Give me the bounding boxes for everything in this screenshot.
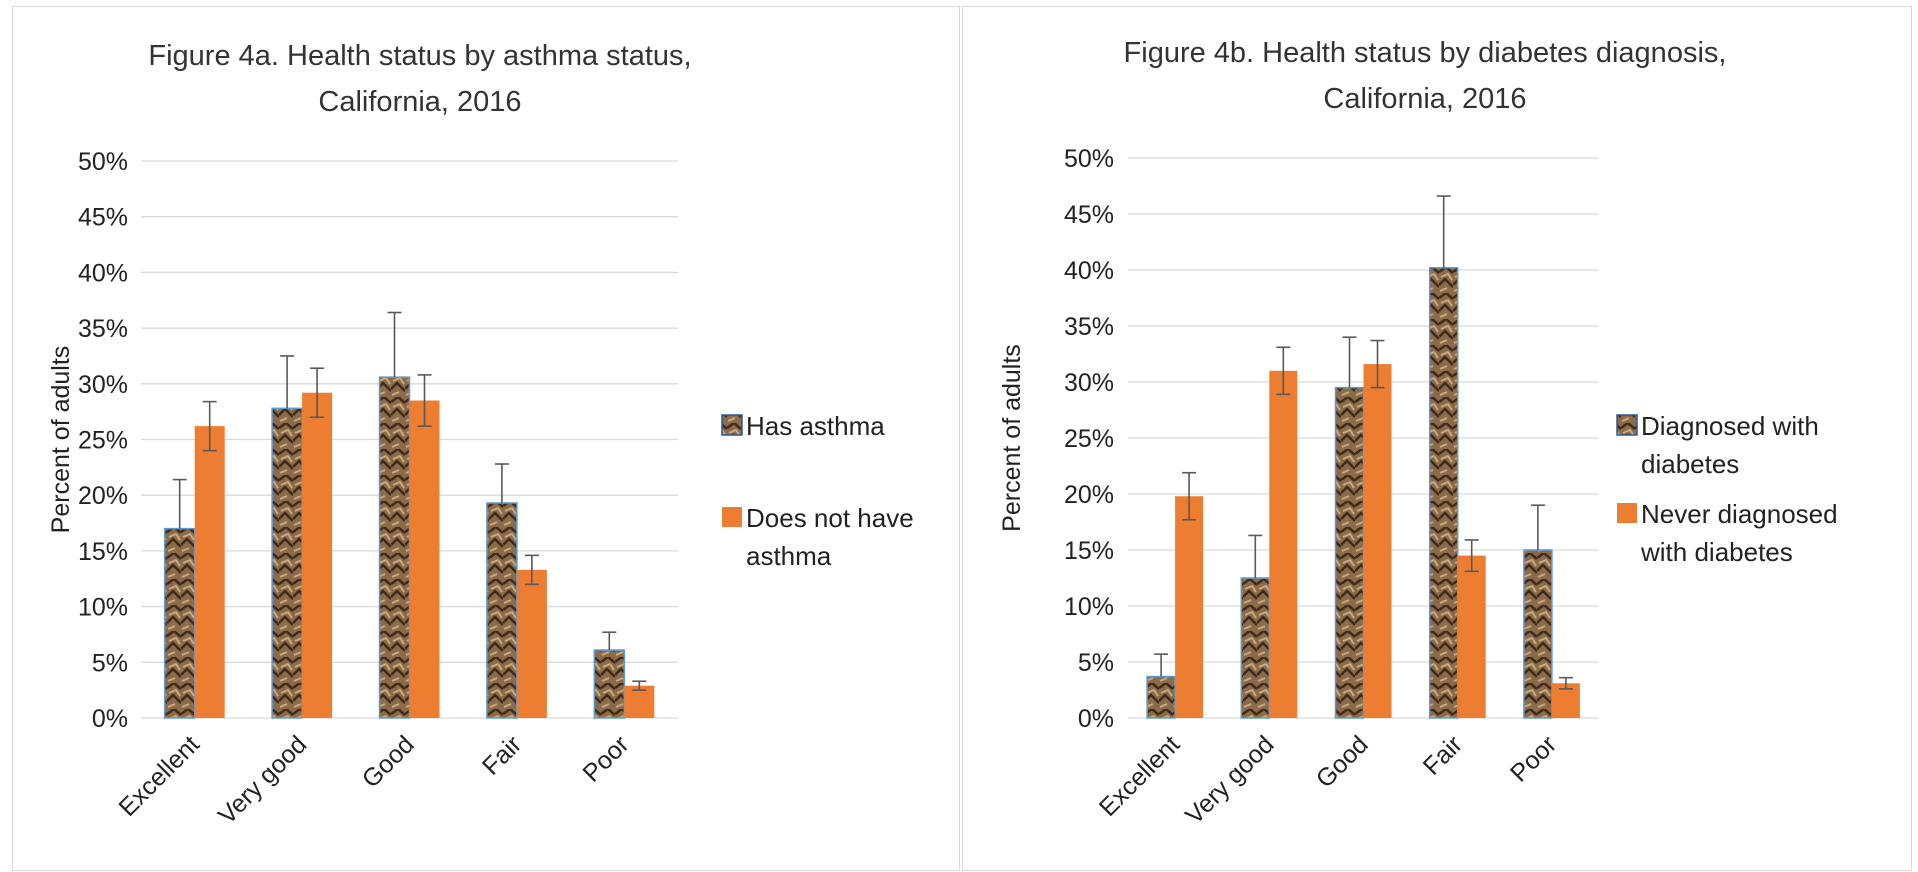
chart-4a-legend-label-line: Does not have bbox=[746, 503, 914, 533]
chart-4a-y-tick-label: 40% bbox=[78, 259, 128, 287]
chart-4a-title-line: Figure 4a. Health status by asthma statu… bbox=[148, 40, 691, 72]
chart-4b-legend-label-line: Never diagnosed bbox=[1641, 499, 1838, 529]
chart-4b-bar-never-diagnosed-with-diabetes bbox=[1269, 370, 1298, 718]
chart-4b-svg: Figure 4b. Health status by diabetes dia… bbox=[998, 37, 1838, 830]
chart-4b-y-tick-label: 5% bbox=[1078, 649, 1114, 677]
chart-4a-legend-label: Does not have asthma bbox=[746, 503, 914, 571]
chart-4b-title-line: California, 2016 bbox=[1323, 83, 1526, 115]
chart-4b-bar-never-diagnosed-with-diabetes bbox=[1457, 555, 1486, 718]
chart-4a-x-tick-label: Good bbox=[357, 730, 420, 793]
chart-4a-y-tick-label: 45% bbox=[78, 204, 128, 232]
chart-4a-bar-has-asthma bbox=[486, 502, 518, 719]
chart-4a-bar-has-asthma bbox=[163, 527, 196, 719]
chart-4b-x-tick-label: Very good bbox=[1180, 730, 1279, 829]
chart-4a-legend-swatch bbox=[722, 507, 742, 527]
chart-4a-legend-label-line: Has asthma bbox=[746, 411, 885, 441]
chart-4b-y-tick-label: 45% bbox=[1064, 201, 1114, 229]
chart-4a-y-axis-label: Percent of adults bbox=[47, 346, 75, 534]
chart-4b-legend-label: Diagnosed with diabetes bbox=[1641, 411, 1819, 479]
chart-4b-x-tick-label: Good bbox=[1311, 730, 1374, 793]
chart-4a-y-tick-label: 25% bbox=[78, 427, 128, 455]
chart-4a-legend-swatch bbox=[721, 414, 743, 436]
chart-4b-bar-never-diagnosed-with-diabetes bbox=[1175, 496, 1204, 718]
chart-4a-bar-does-not-have-asthma bbox=[624, 685, 655, 718]
chart-4b-y-tick-label: 40% bbox=[1064, 257, 1114, 285]
chart-4a-legend-label-line: asthma bbox=[746, 541, 832, 571]
chart-4a-y-tick-label: 35% bbox=[78, 315, 128, 343]
chart-panel-4a: Figure 4a. Health status by asthma statu… bbox=[12, 6, 960, 871]
chart-4a-bar-has-asthma bbox=[271, 407, 303, 719]
chart-4b-bar-diagnosed-with-diabetes bbox=[1523, 549, 1553, 719]
chart-4a-bar-does-not-have-asthma bbox=[409, 400, 440, 718]
chart-4a-bar-has-asthma bbox=[593, 649, 626, 719]
chart-4b-y-axis-label: Percent of adults bbox=[998, 344, 1026, 532]
chart-4b-y-tick-label: 20% bbox=[1064, 481, 1114, 509]
chart-4b-x-tick-label: Poor bbox=[1505, 730, 1562, 787]
chart-4a-bar-does-not-have-asthma bbox=[516, 569, 547, 718]
chart-4b-bar-never-diagnosed-with-diabetes bbox=[1363, 364, 1392, 718]
chart-4a-bar-has-asthma bbox=[378, 376, 411, 719]
chart-4a-svg: Figure 4a. Health status by asthma statu… bbox=[47, 40, 914, 830]
chart-4b-y-tick-label: 10% bbox=[1064, 593, 1114, 621]
chart-4a-y-tick-label: 20% bbox=[78, 482, 128, 510]
chart-4b-bar-diagnosed-with-diabetes bbox=[1146, 675, 1176, 719]
chart-4b-legend-label-line: diabetes bbox=[1641, 449, 1739, 479]
chart-4a-title-line: California, 2016 bbox=[318, 86, 521, 118]
chart-4a-x-tick-label: Excellent bbox=[113, 730, 205, 822]
chart-4b-legend-label-line: Diagnosed with bbox=[1641, 411, 1819, 441]
chart-panel-4b: Figure 4b. Health status by diabetes dia… bbox=[962, 6, 1912, 871]
chart-4b-legend-label-line: with diabetes bbox=[1640, 537, 1793, 567]
chart-4b-legend-swatch bbox=[1616, 414, 1638, 436]
chart-4a-y-tick-label: 10% bbox=[78, 594, 128, 622]
chart-4a-y-tick-label: 0% bbox=[92, 705, 128, 733]
chart-4b-y-tick-label: 50% bbox=[1064, 145, 1114, 173]
chart-4b-bar-diagnosed-with-diabetes bbox=[1240, 577, 1271, 719]
chart-4b-x-tick-label: Excellent bbox=[1094, 730, 1186, 822]
chart-4a-x-tick-label: Poor bbox=[577, 730, 634, 787]
chart-4a-y-tick-label: 30% bbox=[78, 371, 128, 399]
chart-4a-bar-does-not-have-asthma bbox=[194, 426, 225, 718]
chart-4b-bar-diagnosed-with-diabetes bbox=[1334, 386, 1365, 719]
chart-4a-bar-does-not-have-asthma bbox=[302, 392, 333, 718]
chart-4b-bar-diagnosed-with-diabetes bbox=[1428, 267, 1459, 719]
chart-4b-y-tick-label: 35% bbox=[1064, 313, 1114, 341]
chart-4a-legend-label: Has asthma bbox=[746, 411, 885, 441]
chart-4a-x-tick-label: Fair bbox=[477, 730, 527, 780]
chart-4b-y-tick-label: 30% bbox=[1064, 369, 1114, 397]
chart-4a-y-tick-label: 15% bbox=[78, 538, 128, 566]
chart-4b-y-tick-label: 25% bbox=[1064, 425, 1114, 453]
chart-4b-y-tick-label: 15% bbox=[1064, 537, 1114, 565]
chart-4b-legend-swatch bbox=[1617, 503, 1637, 523]
chart-4b-y-tick-label: 0% bbox=[1078, 705, 1114, 733]
chart-4a-y-tick-label: 50% bbox=[78, 148, 128, 176]
chart-4b-title-line: Figure 4b. Health status by diabetes dia… bbox=[1124, 37, 1727, 69]
chart-4b-x-tick-label: Fair bbox=[1418, 730, 1468, 780]
chart-4b-legend-label: Never diagnosed with diabetes bbox=[1640, 499, 1838, 567]
chart-4a-x-tick-label: Very good bbox=[213, 730, 312, 829]
chart-4a-y-tick-label: 5% bbox=[92, 649, 128, 677]
